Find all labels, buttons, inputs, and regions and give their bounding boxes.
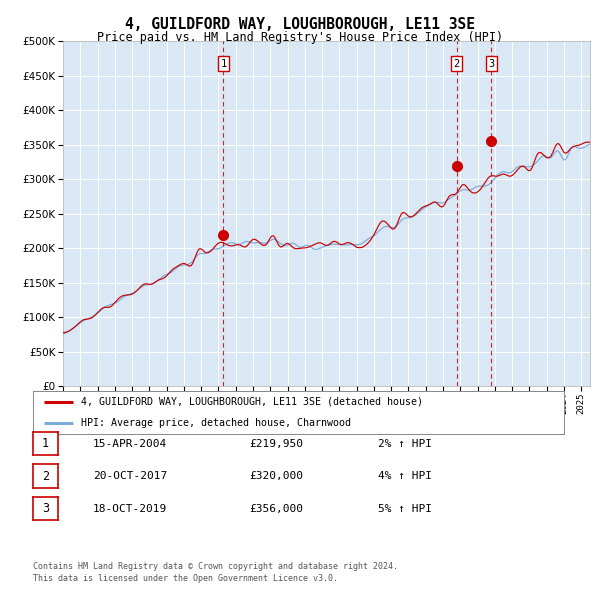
Text: £219,950: £219,950 [249,439,303,448]
Text: 3: 3 [488,59,494,68]
Text: 4, GUILDFORD WAY, LOUGHBOROUGH, LE11 3SE (detached house): 4, GUILDFORD WAY, LOUGHBOROUGH, LE11 3SE… [81,397,423,407]
Text: 1: 1 [220,59,227,68]
Text: 20-OCT-2017: 20-OCT-2017 [93,471,167,481]
Text: 4, GUILDFORD WAY, LOUGHBOROUGH, LE11 3SE: 4, GUILDFORD WAY, LOUGHBOROUGH, LE11 3SE [125,17,475,31]
Text: 2: 2 [454,59,460,68]
Text: 2: 2 [42,470,49,483]
Text: 18-OCT-2019: 18-OCT-2019 [93,504,167,513]
Text: 5% ↑ HPI: 5% ↑ HPI [378,504,432,513]
Text: 3: 3 [42,502,49,515]
Text: 2% ↑ HPI: 2% ↑ HPI [378,439,432,448]
Text: Price paid vs. HM Land Registry's House Price Index (HPI): Price paid vs. HM Land Registry's House … [97,31,503,44]
Text: Contains HM Land Registry data © Crown copyright and database right 2024.
This d: Contains HM Land Registry data © Crown c… [33,562,398,583]
Text: £320,000: £320,000 [249,471,303,481]
Text: £356,000: £356,000 [249,504,303,513]
Text: 15-APR-2004: 15-APR-2004 [93,439,167,448]
Text: 4% ↑ HPI: 4% ↑ HPI [378,471,432,481]
Text: 1: 1 [42,437,49,450]
Text: HPI: Average price, detached house, Charnwood: HPI: Average price, detached house, Char… [81,418,351,428]
